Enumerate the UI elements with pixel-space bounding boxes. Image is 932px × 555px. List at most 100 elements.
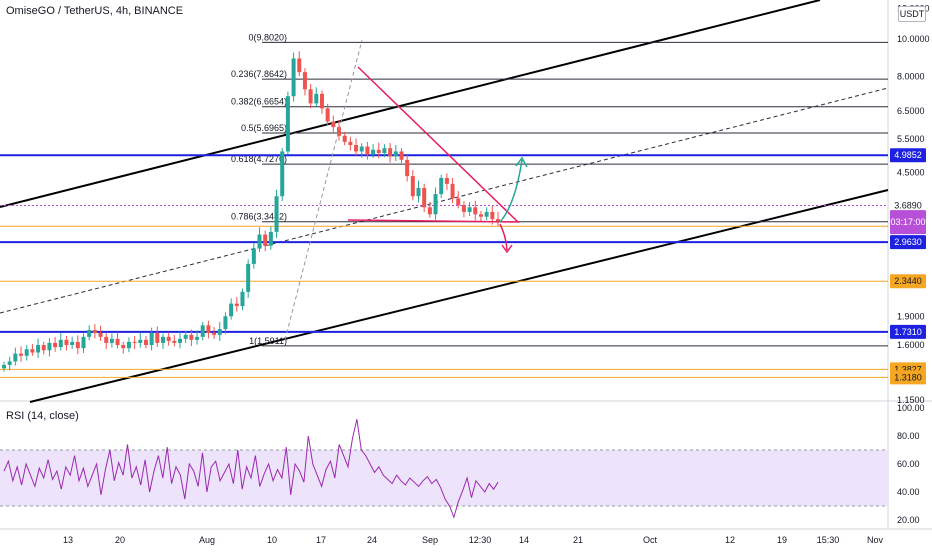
level-price-tag — [890, 198, 926, 213]
time-tick-label: Oct — [643, 535, 658, 545]
candle-body — [376, 149, 381, 154]
current-price-tag — [890, 210, 926, 235]
candle-body — [70, 341, 75, 345]
candle-body — [444, 177, 449, 184]
price-tick-label: 1.9000 — [897, 311, 925, 321]
candle-body — [405, 159, 410, 177]
candle-body — [473, 207, 478, 215]
candle-body — [382, 148, 387, 154]
candle-body — [200, 325, 205, 337]
candle-body — [297, 58, 302, 73]
candle-body — [172, 340, 177, 343]
candle-body — [41, 345, 46, 351]
candle-body — [484, 211, 489, 217]
candle-body — [195, 336, 200, 340]
candle-body — [450, 183, 455, 199]
candle-body — [319, 93, 324, 109]
candle-body — [478, 214, 483, 217]
level-price-label: 2.9630 — [894, 237, 922, 247]
price-tick-label: 8.0000 — [897, 71, 925, 81]
candle-body — [53, 342, 58, 348]
rsi-tick-label: 80.00 — [897, 431, 920, 441]
candle-body — [325, 108, 330, 122]
price-tick-label: 1.1500 — [897, 395, 925, 405]
candle-body — [342, 135, 347, 142]
time-tick-label: 13 — [63, 535, 73, 545]
candle-body — [427, 207, 432, 215]
candle-body — [87, 330, 92, 337]
candle-body — [467, 207, 472, 212]
level-price-tag — [890, 370, 926, 385]
time-tick-label: 19 — [777, 535, 787, 545]
countdown-label: 03:17:00 — [890, 217, 925, 227]
time-tick-label: 24 — [367, 535, 377, 545]
level-price-tag — [890, 235, 926, 250]
rsi-tick-label: 40.00 — [897, 487, 920, 497]
price-tick-label: 4.5000 — [897, 167, 925, 177]
candle-body — [439, 177, 444, 195]
fib-level-label: 0.786(3.3482) — [231, 212, 287, 222]
price-tick-label: 5.5000 — [897, 134, 925, 144]
candles-group — [2, 51, 500, 372]
time-tick-label: 15:30 — [817, 535, 840, 545]
candle-body — [308, 89, 313, 104]
currency-badge[interactable]: USDT — [898, 6, 926, 22]
candle-body — [388, 148, 393, 157]
level-price-label: 3.6890 — [894, 201, 922, 211]
rsi-tick-label: 20.00 — [897, 515, 920, 525]
candle-body — [36, 345, 41, 353]
candle-body — [337, 127, 342, 136]
candle-body — [160, 336, 165, 343]
candle-body — [371, 149, 376, 155]
candle-body — [166, 336, 171, 341]
time-tick-label: 14 — [519, 535, 529, 545]
rally-guide-line — [284, 39, 363, 341]
candle-body — [234, 303, 239, 307]
candle-body — [75, 341, 80, 349]
rsi-tick-label: 60.00 — [897, 459, 920, 469]
candle-body — [461, 205, 466, 212]
time-tick-label: 12:30 — [469, 535, 492, 545]
candle-body — [365, 146, 370, 155]
projection-up-arrow — [499, 159, 523, 223]
projection-down-arrowhead — [501, 244, 513, 254]
level-price-tag — [890, 324, 926, 339]
candle-body — [490, 211, 495, 220]
candle-body — [64, 339, 69, 345]
candle-body — [19, 353, 24, 356]
candle-body — [251, 248, 256, 264]
candle-body — [285, 96, 290, 152]
candle-body — [109, 338, 114, 343]
fib-level-label: 1(1.5911) — [249, 336, 287, 346]
candle-body — [81, 336, 86, 349]
candle-body — [433, 194, 438, 215]
level-price-tag — [890, 148, 926, 163]
rsi-tick-label: 100.00 — [897, 403, 925, 413]
candle-body — [302, 72, 307, 90]
candle-body — [138, 339, 143, 343]
candle-body — [456, 198, 461, 206]
symbol-title: OmiseGO / TetherUS, 4h, BINANCE — [6, 5, 184, 17]
candle-body — [314, 93, 319, 104]
channel-lower-line — [29, 189, 889, 403]
time-tick-label: 21 — [573, 535, 583, 545]
candle-body — [246, 263, 251, 292]
candle-body — [416, 187, 421, 197]
candle-body — [98, 332, 103, 337]
channel-upper-line — [0, 0, 821, 208]
time-tick-label: 10 — [267, 535, 277, 545]
level-price-label: 1.7310 — [894, 327, 922, 337]
candle-body — [274, 196, 279, 232]
candle-body — [348, 141, 353, 146]
candle-body — [2, 364, 6, 369]
candle-body — [189, 334, 194, 340]
price-tick-label: 6.5000 — [897, 106, 925, 116]
candle-body — [13, 353, 18, 362]
level-price-label: 1.3180 — [894, 372, 922, 382]
candle-body — [217, 329, 222, 335]
candle-body — [115, 338, 120, 345]
descending-triangle — [347, 66, 520, 223]
candle-body — [7, 361, 12, 365]
